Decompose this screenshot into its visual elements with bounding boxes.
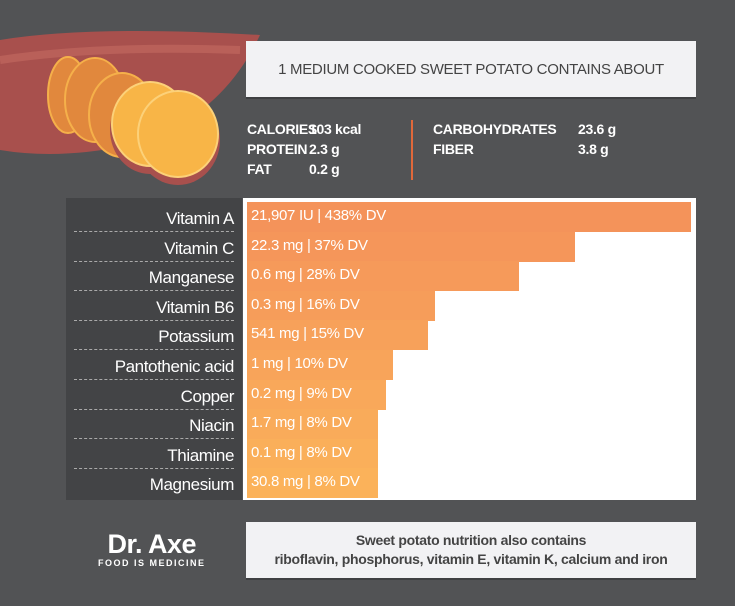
data-label: 541 mg | 15% DV <box>251 325 364 343</box>
footer-line-1: Sweet potato nutrition also contains <box>355 532 587 548</box>
bar-magnesium: 30.8 mg | 8% DV <box>247 468 378 499</box>
nutrient-label-panel: Vitamin A Vitamin C Manganese Vitamin B6 Pot… <box>66 198 242 500</box>
macro-value: 103 kcal <box>309 121 362 137</box>
macros-left: CALORIES 103 kcal PROTEIN 2.3 g FAT 0.2 g <box>247 119 361 179</box>
category-label: Niacin <box>74 409 234 440</box>
nutrient-bar-chart: 21,907 IU | 438% DV 22.3 mg | 37% DV 0.6 m… <box>243 198 696 500</box>
bar-niacin: 1.7 mg | 8% DV <box>247 409 378 440</box>
data-label: 21,907 IU | 438% DV <box>251 207 386 224</box>
logo-sub: FOOD IS MEDICINE <box>98 558 206 568</box>
data-label: 22.3 mg | 37% DV <box>251 236 368 254</box>
category-label: Pantothenic acid <box>74 350 234 380</box>
data-label: 30.8 mg | 8% DV <box>251 473 360 491</box>
macro-value: 2.3 g <box>309 141 340 157</box>
data-label: 1.7 mg | 8% DV <box>251 414 352 432</box>
bar-pantothenic-acid: 1 mg | 10% DV <box>247 350 393 380</box>
category-label: Manganese <box>74 261 234 292</box>
macro-divider <box>411 120 413 180</box>
bar-thiamine: 0.1 mg | 8% DV <box>247 438 378 469</box>
dr-axe-logo: Dr. Axe FOOD IS MEDICINE <box>98 530 206 568</box>
serving-header: 1 MEDIUM COOKED SWEET POTATO CONTAINS AB… <box>246 41 696 97</box>
header-title: 1 MEDIUM COOKED SWEET POTATO CONTAINS AB… <box>278 60 664 78</box>
macro-label: FAT <box>247 161 272 177</box>
sweet-potato-illustration <box>0 31 260 185</box>
logo-main: Dr. Axe <box>107 529 197 559</box>
bar-copper: 0.2 mg | 9% DV <box>247 379 386 410</box>
category-label: Vitamin A <box>74 202 234 232</box>
data-label: 0.3 mg | 16% DV <box>251 295 360 313</box>
category-label: Copper <box>74 380 234 410</box>
category-label: Potassium <box>74 320 234 351</box>
category-label: Magnesium <box>149 475 235 495</box>
data-label: 0.6 mg | 28% DV <box>251 266 360 284</box>
data-label: 1 mg | 10% DV <box>251 355 348 372</box>
data-label: 0.2 mg | 9% DV <box>251 384 352 402</box>
macro-label: CALORIES <box>247 121 317 137</box>
macro-value: 0.2 g <box>309 161 340 177</box>
macro-label: CARBOHYDRATES <box>433 121 557 137</box>
footer-line-2: riboflavin, phosphorus, vitamin E, vitam… <box>274 551 668 567</box>
bar-potassium: 541 mg | 15% DV <box>247 320 428 351</box>
macro-value: 23.6 g <box>578 121 616 137</box>
bar-vitamin-c: 22.3 mg | 37% DV <box>247 231 575 262</box>
category-label: Vitamin B6 <box>74 291 234 321</box>
category-label: Vitamin C <box>74 232 234 262</box>
bar-manganese: 0.6 mg | 28% DV <box>247 261 519 292</box>
macro-label: FIBER <box>433 141 474 157</box>
data-label: 0.1 mg | 8% DV <box>251 443 352 461</box>
bar-vitamin-a: 21,907 IU | 438% DV <box>247 202 691 232</box>
category-label: Thiamine <box>74 439 234 469</box>
macro-value: 3.8 g <box>578 141 609 157</box>
macro-label: PROTEIN <box>247 141 308 157</box>
macros-right: CARBOHYDRATES 23.6 g FIBER 3.8 g <box>433 119 616 159</box>
bar-vitamin-b6: 0.3 mg | 16% DV <box>247 290 435 321</box>
additional-nutrients-box: Sweet potato nutrition also contains rib… <box>246 522 696 578</box>
